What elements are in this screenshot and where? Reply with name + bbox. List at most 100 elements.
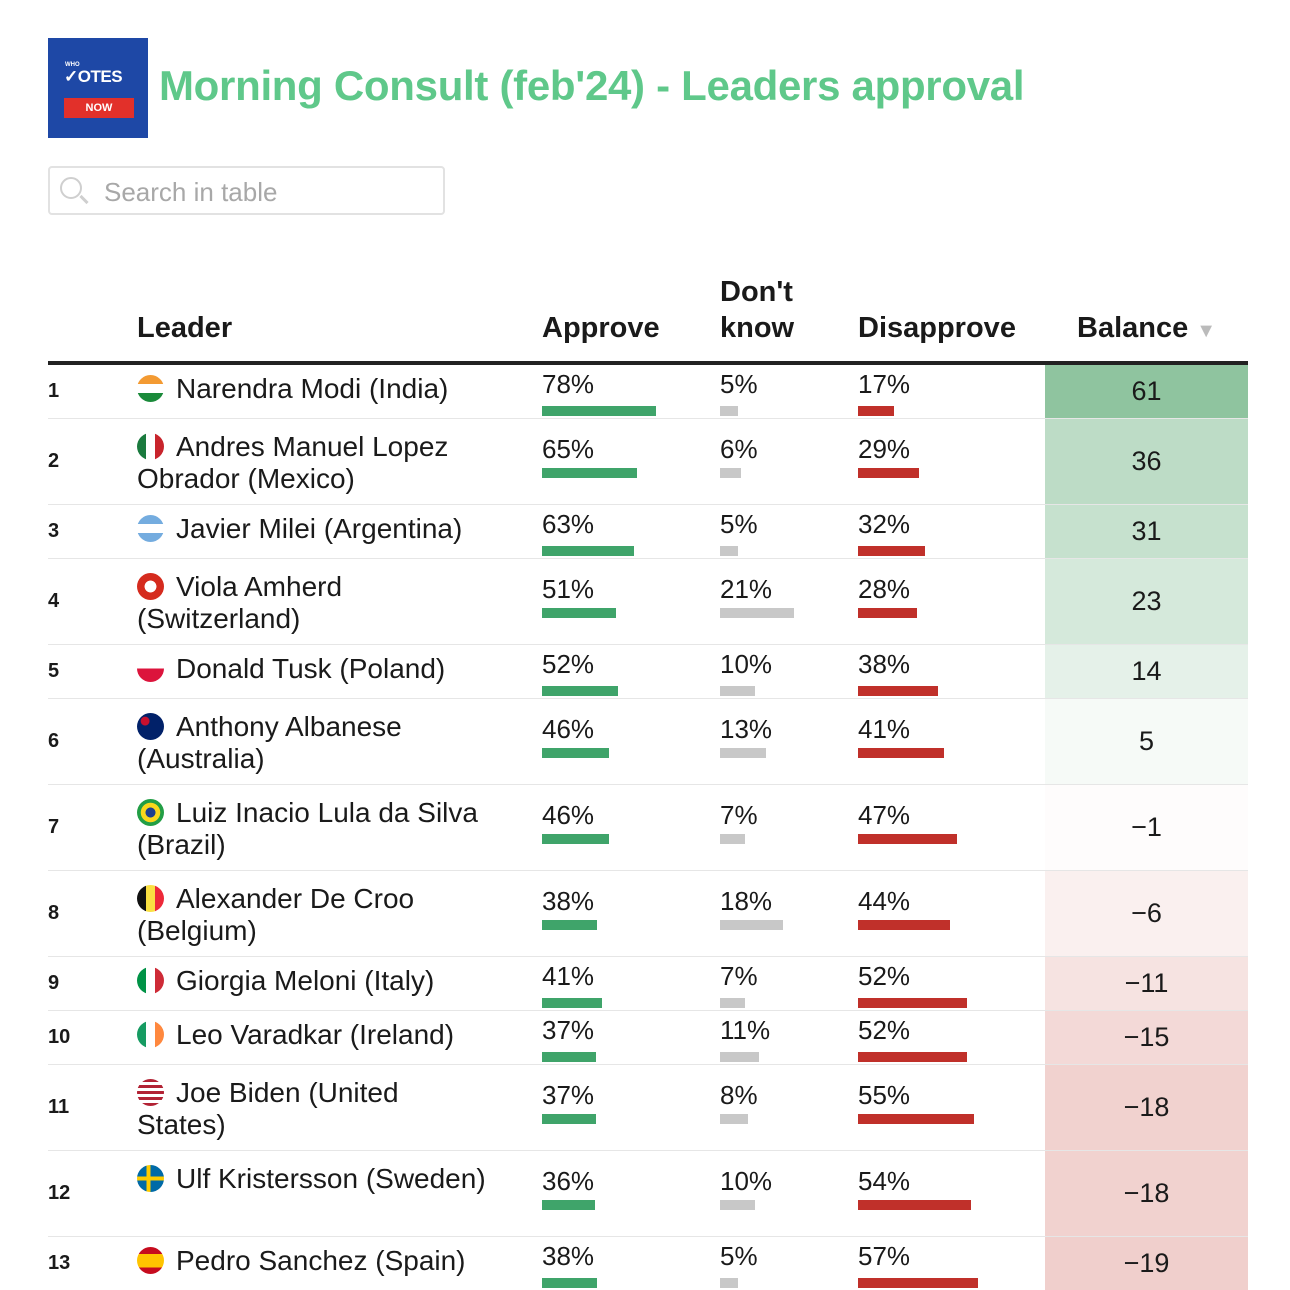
search-input[interactable] (102, 176, 436, 209)
leader-name: Luiz Inacio Lula da Silva (Brazil) (137, 797, 478, 860)
rank: 7 (48, 816, 60, 838)
leader-name: Giorgia Meloni (Italy) (176, 965, 435, 996)
dontknow-value: 7% (720, 800, 758, 830)
leader-cell: Leo Varadkar (Ireland) (137, 1019, 487, 1051)
disapprove-value: 55% (858, 1080, 911, 1110)
dontknow-value: 10% (720, 1166, 773, 1196)
disapprove-bar (858, 608, 917, 618)
disapprove-bar (858, 1200, 972, 1210)
disapprove-value: 54% (858, 1166, 911, 1196)
disapprove-value: 29% (858, 434, 911, 464)
leader-cell: Ulf Kristersson (Sweden) (137, 1163, 487, 1195)
disapprove-value: 41% (858, 714, 911, 744)
disapprove-value: 17% (858, 369, 911, 399)
dontknow-value: 5% (720, 1241, 758, 1271)
dontknow-value: 10% (720, 649, 773, 679)
balance-value: 23 (1131, 586, 1162, 616)
balance-cell: 14 (1045, 645, 1248, 698)
rank: 13 (48, 1252, 71, 1274)
approve-value: 38% (542, 1241, 595, 1271)
disapprove-bar (858, 468, 919, 478)
switzerland-flag-icon (137, 573, 164, 600)
balance-cell: 31 (1045, 505, 1248, 558)
leader-cell: Alexander De Croo (Belgium) (137, 883, 487, 947)
dontknow-value: 7% (720, 961, 758, 991)
disapprove-bar (858, 920, 951, 930)
leader-cell: Donald Tusk (Poland) (137, 653, 487, 685)
header-dontknow[interactable]: Don't know (720, 276, 795, 344)
header-approve[interactable]: Approve (542, 312, 660, 344)
table-row: 31 3 Javier Milei (Argentina) 63% 5% 32% (48, 505, 1248, 559)
approve-bar (542, 920, 598, 930)
dontknow-bar (720, 608, 794, 618)
disapprove-value: 47% (858, 800, 911, 830)
balance-value: 61 (1131, 376, 1162, 406)
dontknow-bar (720, 834, 745, 844)
leader-name: Joe Biden (United States) (137, 1077, 399, 1140)
balance-value: −6 (1131, 898, 1162, 928)
approve-bar (542, 546, 634, 556)
header-leader[interactable]: Leader (137, 312, 233, 344)
approve-value: 37% (542, 1015, 595, 1045)
approve-bar (542, 608, 617, 618)
sort-desc-icon[interactable]: ▼ (1196, 320, 1217, 342)
balance-value: −19 (1123, 1248, 1170, 1278)
dontknow-bar (720, 468, 741, 478)
dontknow-value: 18% (720, 886, 773, 916)
usa-flag-icon (137, 1079, 164, 1106)
leader-name: Viola Amherd (Switzerland) (137, 571, 343, 634)
approve-value: 36% (542, 1166, 595, 1196)
approve-bar (542, 998, 602, 1008)
approve-bar (542, 686, 618, 696)
logo-text-main: ✓OTES (64, 67, 123, 86)
balance-cell: −18 (1045, 1151, 1248, 1236)
table-row: −11 9 Giorgia Meloni (Italy) 41% 7% 52% (48, 957, 1248, 1011)
dontknow-value: 21% (720, 574, 773, 604)
balance-value: −18 (1123, 1178, 1170, 1208)
rank: 1 (48, 380, 60, 402)
rank: 4 (48, 590, 60, 612)
table-row: 36 2 Andres Manuel Lopez Obrador (Mexico) 6… (48, 419, 1248, 505)
rank: 5 (48, 660, 60, 682)
dontknow-bar (720, 1052, 759, 1062)
disapprove-bar (858, 406, 894, 416)
search-icon (60, 177, 82, 199)
leader-name: Javier Milei (Argentina) (176, 513, 463, 544)
table-row: −19 13 Pedro Sanchez (Spain) 38% 5% 57% (48, 1237, 1248, 1290)
search-box[interactable] (48, 166, 445, 215)
australia-flag-icon (137, 713, 164, 740)
sweden-flag-icon (137, 1165, 164, 1192)
dontknow-value: 5% (720, 509, 758, 539)
table-row: −18 11 Joe Biden (United States) 37% 8% 55% (48, 1065, 1248, 1151)
approve-bar (542, 1114, 597, 1124)
balance-value: 31 (1131, 516, 1162, 546)
table-row: −18 12 Ulf Kristersson (Sweden) 36% 10% 54% (48, 1151, 1248, 1237)
balance-cell: −19 (1045, 1237, 1248, 1290)
dontknow-bar (720, 1278, 738, 1288)
table-row: 14 5 Donald Tusk (Poland) 52% 10% 38% (48, 645, 1248, 699)
header-disapprove[interactable]: Disapprove (858, 312, 1016, 344)
approve-value: 52% (542, 649, 595, 679)
balance-value: 5 (1138, 726, 1155, 756)
balance-cell: −15 (1045, 1011, 1248, 1064)
header-balance[interactable]: Balance ▼ (1077, 310, 1216, 349)
dontknow-bar (720, 686, 755, 696)
disapprove-bar (858, 998, 968, 1008)
approve-bar (542, 1200, 595, 1210)
disapprove-value: 52% (858, 961, 911, 991)
disapprove-bar (858, 1052, 968, 1062)
italy-flag-icon (137, 967, 164, 994)
approve-value: 63% (542, 509, 595, 539)
leader-cell: Joe Biden (United States) (137, 1077, 487, 1141)
table-row: 61 1 Narendra Modi (India) 78% 5% 17% (48, 365, 1248, 419)
disapprove-bar (858, 748, 945, 758)
balance-value: 14 (1131, 656, 1162, 686)
approve-bar (542, 468, 637, 478)
logo-main: OTES (77, 67, 123, 86)
leader-name: Ulf Kristersson (Sweden) (176, 1163, 486, 1194)
dontknow-value: 6% (720, 434, 758, 464)
table-row: 23 4 Viola Amherd (Switzerland) 51% 21% 28% (48, 559, 1248, 645)
dontknow-bar (720, 748, 766, 758)
dontknow-bar (720, 1200, 755, 1210)
logo-text-top: WHO (65, 62, 80, 68)
